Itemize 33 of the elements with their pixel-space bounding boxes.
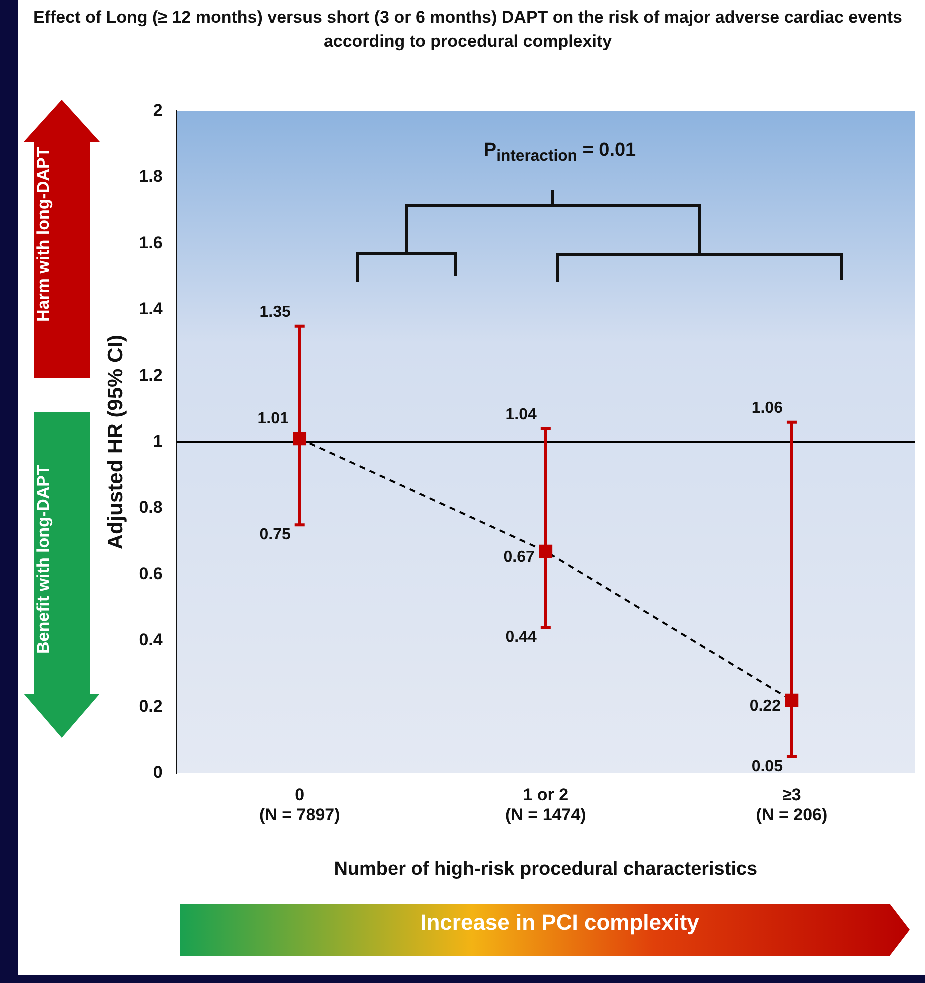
text: Harm with long-DAPT bbox=[34, 146, 54, 324]
point bbox=[293, 432, 307, 446]
annotation: 1.04 bbox=[506, 406, 538, 424]
text: Increase in PCI complexity bbox=[420, 910, 700, 936]
annotation: 0.44 bbox=[506, 629, 538, 646]
data-label: 0.22 bbox=[750, 698, 782, 715]
y-tick-label: 1.8 bbox=[139, 167, 163, 186]
y-tick-label: 1.4 bbox=[139, 300, 164, 319]
annotation: 0.75 bbox=[260, 526, 291, 544]
data-label: 0.67 bbox=[504, 548, 536, 566]
annotation: 1.06 bbox=[752, 400, 784, 417]
chart-title: Effect of Long (≥ 12 months) versus short (3 or 6 months) DAPT on the risk of major adverse cardiac events according to procedural complexity bbox=[32, 7, 904, 53]
y-tick-label: 0.6 bbox=[139, 564, 163, 584]
y-tick-label: 1 bbox=[153, 432, 163, 451]
text: Benefit with long-DAPT bbox=[34, 464, 54, 656]
point bbox=[539, 544, 553, 558]
point bbox=[785, 694, 799, 708]
y-tick-label: 1.6 bbox=[139, 233, 163, 252]
y-tick-label: 0.2 bbox=[139, 696, 163, 716]
y-tick-label: 1.2 bbox=[139, 366, 163, 385]
y-tick-label: 0.8 bbox=[139, 498, 163, 518]
x-axis-title: Number of high-risk procedural characteristics bbox=[334, 858, 758, 880]
annotation: 0.05 bbox=[752, 758, 784, 776]
x-tick-label: 0 (N = 7897) bbox=[259, 785, 340, 825]
x-tick-label: ≥3 (N = 206) bbox=[756, 785, 828, 825]
y-axis-title: Adjusted HR (95% CI) bbox=[104, 334, 128, 550]
y-tick-label: 0 bbox=[153, 763, 163, 782]
data-label: 1.01 bbox=[258, 410, 289, 428]
y-tick-label: 2 bbox=[153, 100, 163, 120]
annotation: 1.35 bbox=[260, 304, 291, 321]
annotation: P$_{interaction}$ = 0.01 bbox=[482, 140, 638, 166]
y-tick-label: 0.4 bbox=[139, 630, 164, 650]
x-tick-label: 1 or 2 (N = 1474) bbox=[506, 785, 586, 825]
